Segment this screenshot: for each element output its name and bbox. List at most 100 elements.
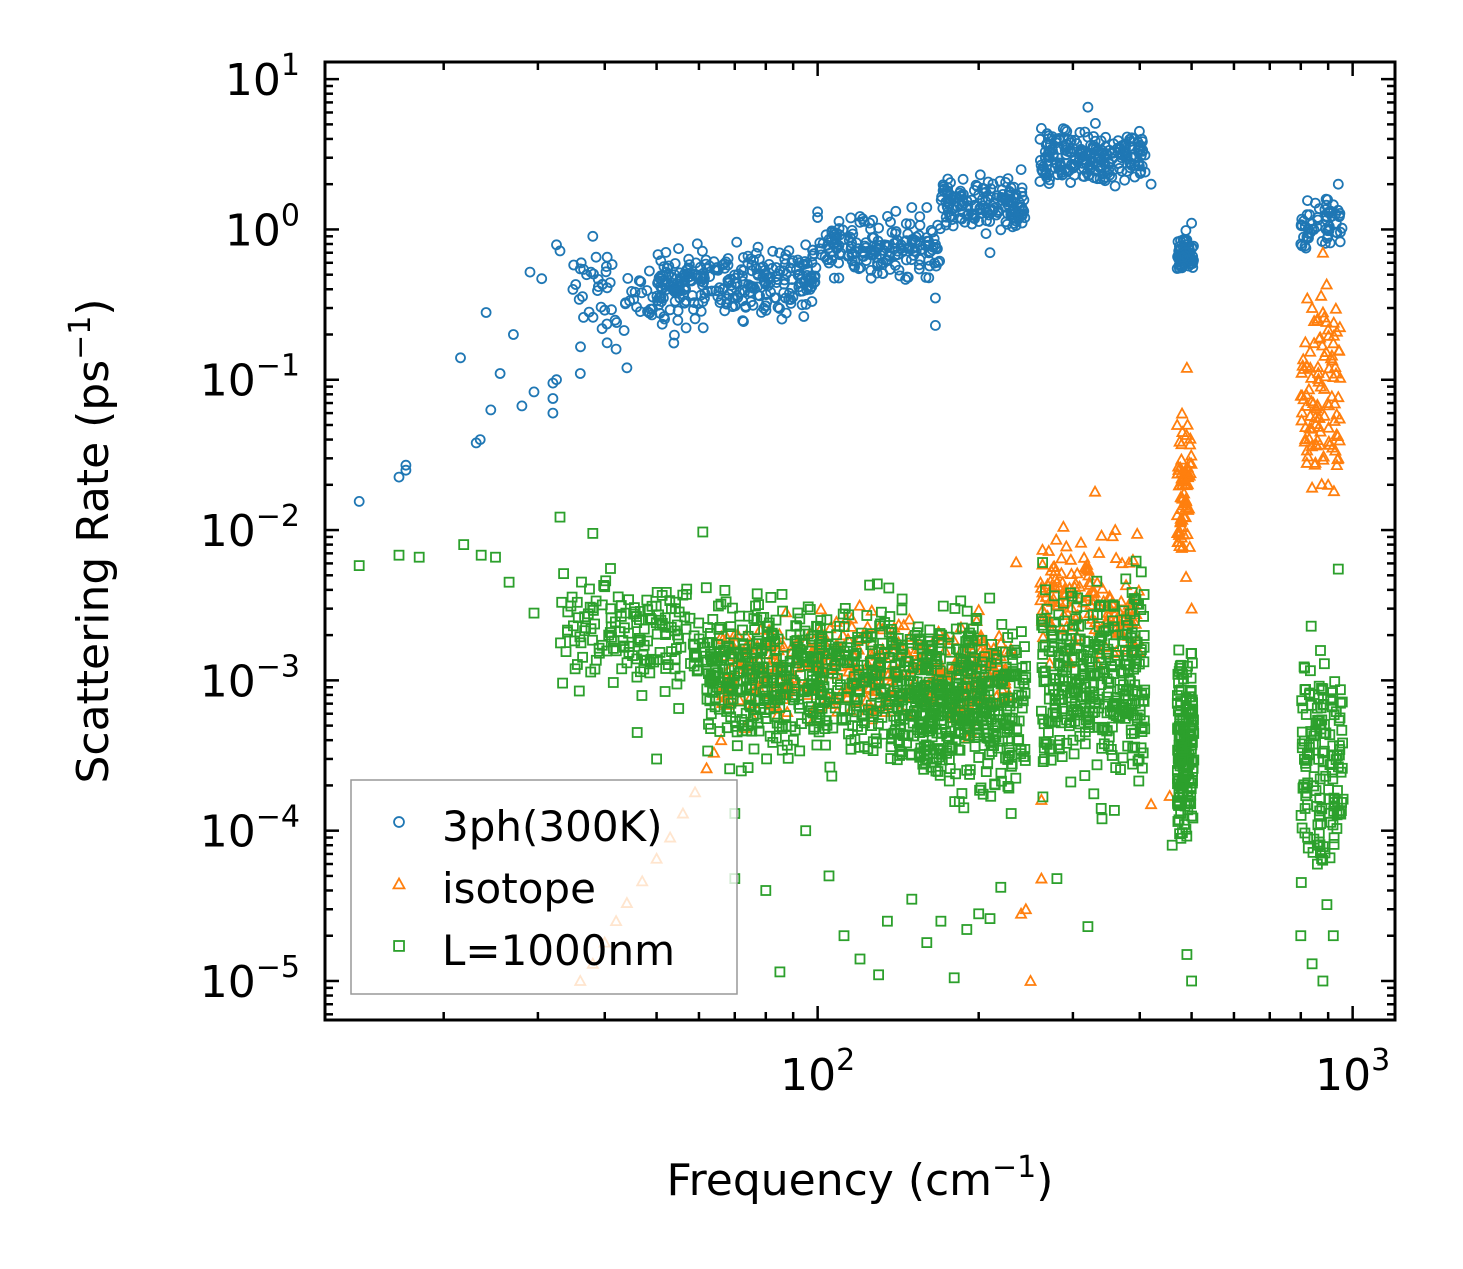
data-point bbox=[804, 604, 816, 615]
data-point bbox=[773, 721, 785, 732]
data-point bbox=[1175, 406, 1189, 419]
data-point bbox=[1079, 738, 1091, 750]
legend-label-3ph: 3ph(300K) bbox=[442, 802, 662, 851]
data-point bbox=[1177, 251, 1189, 263]
data-point bbox=[1181, 949, 1193, 960]
data-point bbox=[659, 686, 671, 697]
data-point bbox=[755, 642, 767, 654]
data-point bbox=[890, 226, 902, 237]
data-point bbox=[747, 299, 759, 311]
data-point bbox=[577, 651, 588, 663]
data-point bbox=[672, 305, 684, 317]
data-point bbox=[1321, 232, 1333, 244]
data-point bbox=[1300, 709, 1312, 720]
data-point bbox=[1002, 632, 1014, 643]
data-point bbox=[1308, 771, 1320, 782]
data-point bbox=[705, 723, 716, 734]
data-point bbox=[1331, 452, 1345, 465]
data-point bbox=[1046, 592, 1060, 604]
data-point bbox=[1037, 557, 1048, 568]
data-point bbox=[833, 215, 845, 227]
data-point bbox=[987, 205, 999, 217]
data-point bbox=[1108, 523, 1122, 535]
data-point bbox=[709, 264, 720, 275]
data-point bbox=[969, 213, 980, 225]
data-point bbox=[827, 722, 839, 734]
data-point bbox=[1095, 581, 1109, 594]
data-point bbox=[794, 745, 806, 757]
data-point bbox=[1131, 598, 1143, 610]
data-point bbox=[1186, 217, 1197, 229]
data-point bbox=[916, 701, 928, 712]
data-point bbox=[826, 225, 838, 237]
data-point bbox=[844, 703, 856, 715]
data-point bbox=[734, 610, 746, 622]
data-point bbox=[1180, 360, 1194, 373]
data-point bbox=[1100, 141, 1111, 153]
data-point bbox=[947, 697, 959, 709]
data-point bbox=[1306, 396, 1320, 409]
data-point bbox=[774, 247, 785, 259]
data-point bbox=[844, 231, 856, 243]
data-point bbox=[1138, 630, 1150, 641]
data-point bbox=[1184, 251, 1195, 262]
data-point bbox=[846, 677, 858, 689]
data-point bbox=[996, 619, 1008, 630]
data-point bbox=[1106, 660, 1117, 672]
data-point bbox=[934, 255, 945, 267]
data-point bbox=[1120, 142, 1131, 154]
data-point bbox=[1175, 425, 1189, 437]
data-point bbox=[908, 249, 920, 261]
data-point bbox=[690, 257, 702, 269]
data-point bbox=[959, 718, 971, 729]
data-point bbox=[1183, 540, 1197, 552]
data-point bbox=[1003, 782, 1015, 794]
data-point bbox=[1006, 758, 1018, 770]
data-point bbox=[1310, 717, 1322, 729]
data-point bbox=[660, 627, 671, 639]
data-point bbox=[1174, 722, 1186, 734]
data-point bbox=[1090, 118, 1101, 129]
data-point bbox=[587, 230, 599, 242]
data-point bbox=[1324, 759, 1336, 770]
data-point bbox=[1312, 331, 1326, 344]
data-point bbox=[800, 825, 812, 837]
data-point bbox=[1092, 667, 1103, 679]
data-point bbox=[961, 924, 973, 935]
data-point bbox=[494, 368, 506, 379]
data-point bbox=[742, 762, 754, 773]
data-point bbox=[585, 666, 597, 678]
data-point bbox=[1331, 823, 1343, 834]
data-point bbox=[1006, 206, 1018, 217]
data-point bbox=[785, 262, 796, 274]
data-point bbox=[911, 659, 923, 670]
data-point bbox=[1299, 827, 1311, 839]
data-point bbox=[1328, 839, 1340, 850]
data-point bbox=[800, 239, 812, 251]
data-point bbox=[813, 662, 824, 674]
data-point bbox=[883, 582, 895, 594]
data-point bbox=[1068, 748, 1080, 760]
data-point bbox=[1185, 601, 1199, 614]
data-point bbox=[1071, 602, 1083, 614]
data-point bbox=[1329, 676, 1341, 687]
data-point bbox=[923, 640, 935, 652]
data-point bbox=[1036, 705, 1047, 717]
data-point bbox=[393, 549, 405, 561]
data-point bbox=[697, 322, 709, 334]
data-point bbox=[943, 193, 954, 205]
data-point bbox=[1185, 648, 1197, 659]
data-point bbox=[1126, 649, 1138, 661]
data-point bbox=[1006, 692, 1018, 704]
data-point bbox=[576, 576, 587, 588]
data-point bbox=[1067, 624, 1078, 635]
data-point bbox=[1109, 601, 1120, 612]
data-point bbox=[1065, 587, 1076, 599]
data-point bbox=[701, 656, 713, 668]
data-point bbox=[1130, 527, 1144, 539]
data-point bbox=[1074, 633, 1086, 645]
data-point bbox=[814, 712, 826, 724]
data-point bbox=[1138, 715, 1150, 727]
data-point bbox=[1313, 714, 1325, 726]
data-point bbox=[1067, 162, 1079, 174]
